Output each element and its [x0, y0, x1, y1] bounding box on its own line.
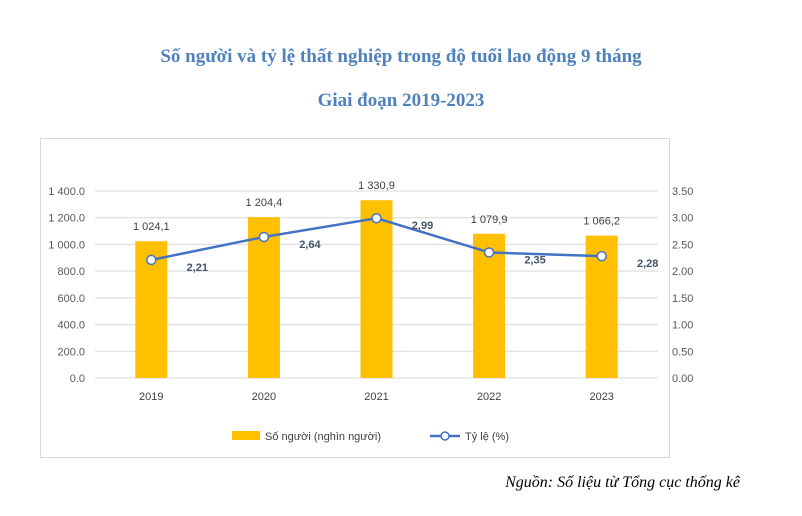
y-right-tick-label: 3.00 — [672, 213, 693, 225]
source-note: Nguồn: Số liệu từ Tổng cục thống kê — [505, 474, 740, 491]
x-tick-label: 2023 — [589, 391, 613, 403]
x-tick-label: 2021 — [364, 391, 388, 403]
y-right-tick-label: 2.00 — [672, 266, 693, 278]
rate-label: 2,64 — [299, 239, 321, 251]
y-right-tick-label: 3.50 — [672, 186, 693, 198]
y-right-tick-label: 0.50 — [672, 346, 693, 358]
bar-label: 1 024,1 — [133, 221, 170, 233]
bar-2021 — [360, 200, 393, 378]
x-tick-label: 2022 — [477, 391, 501, 403]
y-left-tick-label: 800.0 — [57, 266, 85, 278]
bar-2020 — [247, 217, 280, 378]
chart-area — [40, 138, 670, 458]
rate-point-2022 — [483, 247, 495, 258]
bar-label: 1 066,2 — [583, 216, 620, 228]
chart-title: Số người và tỷ lệ thất nghiệp trong độ t… — [160, 46, 642, 67]
legend-bar-swatch — [232, 431, 260, 440]
bar-label: 1 330,9 — [358, 180, 395, 192]
rate-point-2020 — [258, 231, 270, 243]
y-left-tick-label: 0.0 — [70, 373, 85, 385]
x-tick-label: 2020 — [252, 391, 276, 403]
legend-line-label: Tỷ lệ (%) — [465, 431, 509, 443]
legend-line-marker — [440, 431, 450, 441]
x-tick-label: 2019 — [139, 391, 163, 403]
bar-label: 1 079,9 — [471, 214, 508, 226]
rate-point-2023 — [596, 250, 607, 262]
rate-point-2019 — [146, 254, 157, 266]
legend-bar-label: Số người (nghìn người) — [265, 431, 381, 443]
bar-2022 — [473, 233, 506, 378]
bar-label: 1 204,4 — [246, 197, 283, 209]
y-left-tick-label: 1 400.0 — [48, 186, 85, 198]
y-right-tick-label: 0.00 — [672, 373, 693, 385]
chart-subtitle: Giai đoạn 2019-2023 — [317, 90, 485, 111]
rate-label: 2,99 — [412, 220, 433, 232]
y-left-tick-label: 200.0 — [57, 346, 85, 358]
y-left-tick-label: 1 200.0 — [48, 213, 85, 225]
rate-label: 2,21 — [187, 262, 208, 274]
y-left-tick-label: 400.0 — [57, 320, 85, 332]
y-left-tick-label: 1 000.0 — [48, 239, 85, 251]
y-left-tick-label: 600.0 — [57, 293, 85, 305]
y-right-tick-label: 1.00 — [672, 320, 693, 332]
y-right-tick-label: 2.50 — [672, 239, 693, 251]
y-right-tick-label: 1.50 — [672, 293, 693, 305]
rate-label: 2,28 — [637, 258, 658, 270]
rate-label: 2,35 — [524, 254, 545, 266]
rate-point-2021 — [371, 212, 382, 224]
